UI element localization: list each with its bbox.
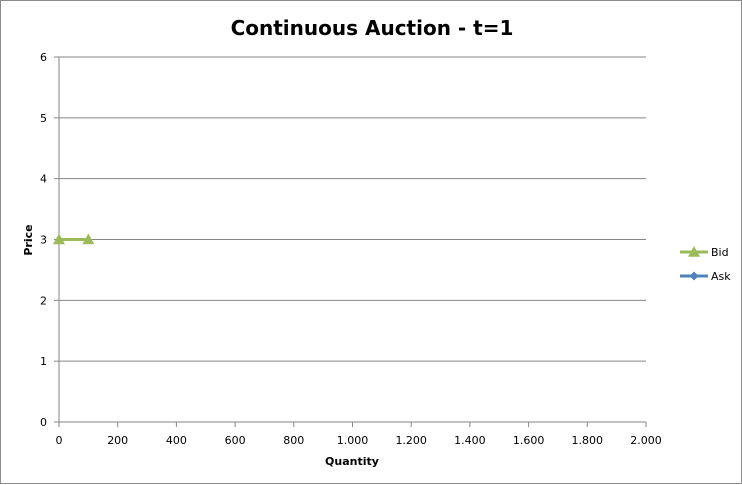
legend-marker [688, 246, 700, 257]
y-tick-label: 4 [40, 173, 47, 186]
y-tick-labels: 0 1 2 3 4 5 6 [40, 51, 47, 429]
legend-label: Bid [711, 246, 729, 259]
legend-label: Ask [711, 270, 731, 283]
y-tick-label: 2 [40, 294, 47, 307]
x-tick-labels: 0 200 400 600 800 1.000 1.200 1.400 1.600 1.800 2.… [56, 434, 662, 447]
x-tick-label: 1.400 [454, 434, 486, 447]
y-tick-label: 0 [40, 416, 47, 429]
y-axis-label: Price [22, 224, 35, 255]
x-tick-label: 1.800 [572, 434, 604, 447]
y-tick-label: 1 [40, 355, 47, 368]
x-tick-label: 0 [56, 434, 63, 447]
y-tick-label: 3 [40, 234, 47, 247]
x-tick-label: 2.000 [630, 434, 662, 447]
series-point-bid [82, 233, 95, 245]
legend-item-ask: Ask [680, 270, 731, 283]
grid-lines [59, 56, 646, 362]
y-tick-label: 5 [40, 112, 47, 125]
x-tick-label: 200 [107, 434, 128, 447]
x-axis-label: Quantity [325, 455, 379, 468]
x-tick-label: 400 [166, 434, 187, 447]
series-layer [53, 233, 95, 245]
x-tick-label: 1.200 [395, 434, 427, 447]
y-tick-label: 6 [40, 51, 47, 64]
legend-marker [689, 271, 699, 281]
x-tick-label: 1.600 [513, 434, 545, 447]
x-tick-label: 600 [225, 434, 246, 447]
series-point-bid [53, 233, 65, 245]
axes [54, 56, 647, 427]
x-tick-label: 1.000 [337, 434, 369, 447]
chart-title: Continuous Auction - t=1 [231, 16, 514, 40]
legend: Bid Ask [680, 246, 731, 283]
x-tick-label: 800 [283, 434, 304, 447]
legend-item-bid: Bid [680, 246, 729, 259]
